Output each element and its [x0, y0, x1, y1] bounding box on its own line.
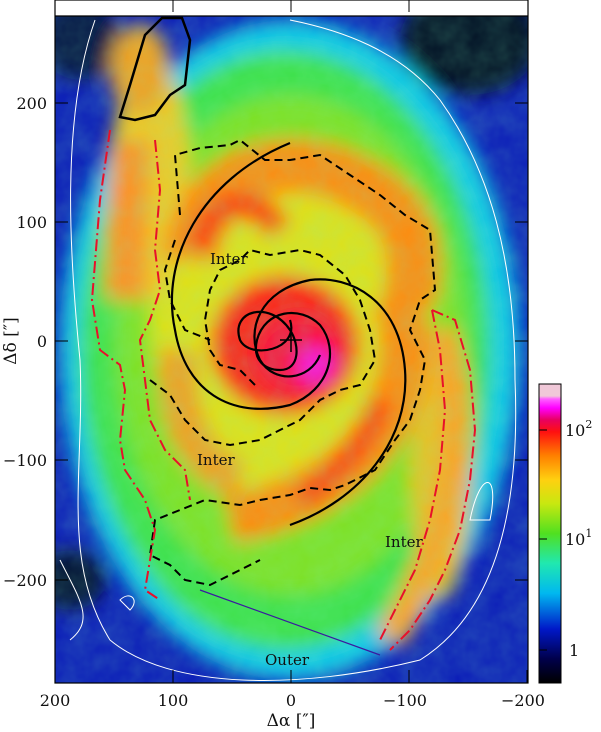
x-tick-100: 100 — [158, 691, 189, 710]
x-tick-neg200: −200 — [501, 691, 545, 710]
label-inter-south: Inter — [385, 533, 423, 551]
x-tick-0: 0 — [286, 691, 296, 710]
x-axis-title: Δα [″] — [267, 711, 316, 731]
label-inter-north: Inter — [210, 250, 248, 268]
axis-ticks — [54, 0, 528, 683]
y-tick-200: 200 — [16, 94, 47, 113]
y-tick-0: 0 — [37, 332, 47, 351]
northern-region-outline — [118, 16, 192, 122]
y-tick-100: 100 — [16, 213, 47, 232]
colorbar-tick-1: 1 — [569, 641, 579, 660]
colorbar-tick-100: 102 — [565, 418, 592, 440]
arm-mask-dashed — [148, 138, 437, 587]
outer-boundary-line — [199, 589, 381, 656]
label-inter-east: Inter — [197, 451, 235, 469]
label-outer: Outer — [265, 651, 310, 669]
spiral-fit-curve-outer — [253, 278, 407, 527]
y-tick-neg100: −100 — [3, 451, 47, 470]
intensity-map — [55, 16, 528, 683]
x-tick-neg100: −100 — [383, 691, 427, 710]
colorbar: 102 101 1 — [538, 383, 592, 684]
spiral-fit-curve — [170, 141, 332, 410]
x-tick-200: 200 — [40, 691, 71, 710]
y-axis-title: Δδ [″] — [1, 317, 21, 365]
y-tick-neg200: −200 — [3, 571, 47, 590]
colorbar-tick-10: 101 — [565, 527, 592, 549]
outer-arm-mask-dashdot — [90, 129, 477, 651]
colorbar-gradient — [538, 383, 562, 684]
intensity-contours — [59, 19, 517, 681]
